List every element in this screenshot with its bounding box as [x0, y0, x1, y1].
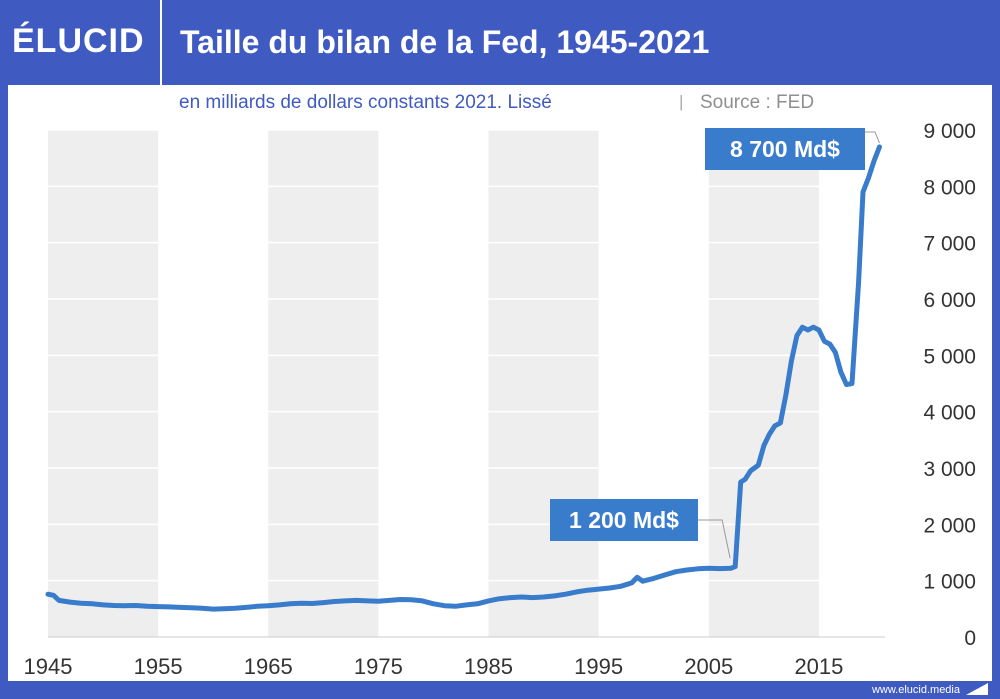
decade-band	[488, 130, 599, 637]
series-line	[45, 144, 882, 612]
callout-label: 8 700 Md$	[730, 136, 840, 162]
header-divider	[160, 0, 162, 85]
y-tick-label: 8 000	[923, 176, 976, 199]
y-tick-label: 2 000	[923, 514, 976, 537]
y-tick-label: 9 000	[923, 120, 976, 143]
callout-leader	[865, 131, 880, 144]
gridlines	[48, 129, 885, 638]
decade-band	[48, 130, 159, 637]
callout-label: 1 200 Md$	[569, 507, 679, 533]
decade-band	[708, 130, 819, 637]
callout-box	[705, 128, 865, 170]
decade-band	[268, 130, 379, 637]
x-tick-label: 1945	[24, 654, 73, 679]
y-tick-label: 7 000	[923, 233, 976, 256]
x-axis-labels: 1945 1955 1965 1975 1985 1995 2005 2015	[24, 654, 844, 679]
chart-title: Taille du bilan de la Fed, 1945-2021	[180, 24, 710, 60]
subtitle-source: Source : FED	[700, 92, 814, 113]
x-tick-label: 1965	[244, 654, 293, 679]
subtitle-description: en milliards de dollars constants 2021. …	[179, 92, 552, 113]
y-tick-label: 5 000	[923, 345, 976, 368]
elucid-mark-icon	[966, 683, 988, 695]
x-tick-label: 2015	[794, 654, 843, 679]
y-tick-label: 4 000	[923, 402, 976, 425]
y-axis-labels: 0 1 000 2 000 3 000 4 000 5 000 6 000 7 000 8 00…	[923, 120, 976, 650]
chart-panel: en milliards de dollars constants 2021. …	[8, 85, 992, 681]
x-tick-label: 1975	[354, 654, 403, 679]
y-tick-label: 1 000	[923, 571, 976, 594]
decade-bands	[48, 130, 819, 637]
y-tick-label: 6 000	[923, 289, 976, 312]
x-tick-label: 1955	[134, 654, 183, 679]
subtitle-separator: |	[679, 92, 683, 111]
footer-url: www.elucid.media	[871, 684, 960, 696]
line-chart: en milliards de dollars constants 2021. …	[24, 92, 976, 679]
callout-box	[550, 499, 698, 541]
y-tick-label: 3 000	[923, 458, 976, 481]
header-bar: ÉLUCID Taille du bilan de la Fed, 1945-2…	[0, 0, 1000, 85]
callouts: 8 700 Md$ 1 200 Md$	[550, 128, 880, 559]
x-tick-label: 1985	[464, 654, 513, 679]
y-tick-label: 0	[964, 627, 976, 650]
x-tick-label: 1995	[574, 654, 623, 679]
x-tick-label: 2005	[684, 654, 733, 679]
callout-leader	[698, 519, 731, 559]
elucid-logo: ÉLUCID	[12, 22, 145, 60]
